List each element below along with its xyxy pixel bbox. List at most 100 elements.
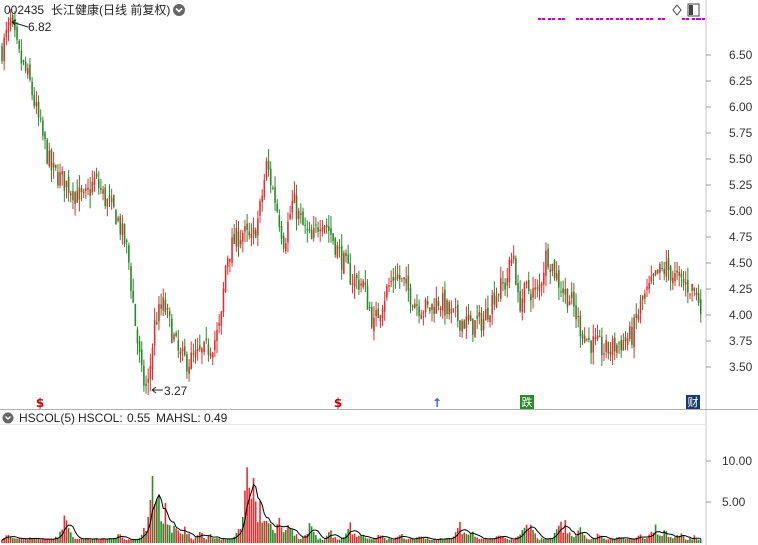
candle-body — [426, 301, 429, 305]
hscol-bar — [216, 538, 218, 543]
candle-body — [424, 299, 427, 312]
notice-dot — [698, 18, 701, 20]
hscol-bar — [358, 535, 360, 543]
marker-label[interactable]: 财 — [688, 395, 699, 409]
hscol-bar — [355, 536, 358, 543]
candle-body — [177, 340, 180, 351]
stock-name: 长江健康 — [51, 2, 99, 17]
candle-body — [39, 118, 42, 120]
hscol-bar — [192, 539, 195, 543]
dropdown-chevron-icon[interactable] — [173, 4, 185, 16]
marker-label[interactable]: $ — [36, 396, 44, 410]
hscol-bar — [297, 539, 300, 543]
candle-body — [414, 303, 416, 309]
candle-body — [613, 337, 616, 352]
hscol-bar — [211, 538, 214, 543]
marker-label[interactable]: ↑ — [432, 396, 442, 410]
candle-body — [377, 308, 380, 319]
candle-body — [592, 336, 595, 353]
hscol-bar — [50, 539, 53, 543]
candle-body — [257, 218, 259, 236]
notice-dot — [702, 18, 705, 20]
candle-body — [242, 232, 244, 242]
price-tick-label: 4.50 — [729, 256, 753, 270]
candle-body — [648, 282, 650, 289]
candle-body — [551, 263, 554, 271]
hscol-bar — [214, 538, 216, 543]
hscol-label: HSCOL: — [78, 411, 123, 425]
hscol-bar — [512, 539, 515, 543]
high-annotation: 6.82 — [11, 19, 52, 34]
candle-body — [274, 187, 276, 203]
hscol-bar — [224, 539, 227, 543]
price-tick-label: 5.75 — [729, 126, 753, 140]
marker-box[interactable] — [520, 395, 534, 409]
candle-body — [351, 283, 354, 285]
candle-body — [334, 238, 337, 255]
hscol-bar — [695, 538, 698, 543]
hscol-bar — [89, 539, 91, 543]
candle-body — [450, 308, 453, 314]
hscol-bar — [618, 537, 620, 543]
hscol-bar — [315, 535, 317, 543]
marker-label[interactable]: 跌 — [522, 395, 533, 409]
hscol-bar — [231, 538, 233, 543]
candle-body — [446, 300, 448, 315]
stock-code: 002435 — [4, 3, 44, 17]
hscol-bar — [274, 533, 276, 543]
candle-body — [422, 312, 425, 314]
hscol-bar — [340, 537, 343, 543]
hscol-bar — [646, 538, 648, 543]
hscol-bar — [416, 537, 418, 543]
candle-body — [76, 190, 79, 203]
hscol-bar — [607, 539, 610, 543]
candle-body — [525, 281, 528, 283]
candle-body — [407, 275, 410, 291]
hscol-bar — [693, 535, 696, 543]
hscol-bar — [648, 534, 650, 543]
indicator-menu-icon[interactable] — [2, 412, 14, 424]
candle-body — [287, 221, 289, 243]
candle-body — [575, 305, 577, 320]
hscol-bar — [332, 537, 334, 543]
hscol-bar — [504, 537, 506, 543]
candle-body — [158, 303, 160, 322]
candle-body — [121, 223, 124, 235]
candle-body — [78, 187, 81, 200]
hscol-bar — [27, 539, 29, 543]
candle-body — [194, 350, 197, 358]
candle-body — [652, 273, 655, 277]
hscol-bar — [609, 539, 612, 543]
candle-body — [611, 338, 614, 356]
candle-body — [699, 299, 702, 314]
candle-body — [386, 286, 388, 298]
diamond-icon[interactable] — [672, 4, 682, 16]
hscol-bar — [656, 534, 659, 543]
indicator-tick-label: 5.00 — [722, 495, 746, 509]
marker-label[interactable]: $ — [334, 396, 342, 410]
hscol-bar — [409, 538, 412, 543]
hscol-bar — [250, 498, 253, 543]
window-toggle-icon[interactable] — [687, 3, 700, 17]
hscol-bar — [469, 532, 472, 543]
hscol-bar — [491, 538, 493, 543]
hscol-bar — [396, 536, 399, 543]
event-markers: $ $ ↑ 跌 财 — [36, 395, 700, 410]
hscol-bar — [495, 536, 498, 543]
candle-body — [46, 139, 48, 164]
hscol-bar — [186, 534, 188, 543]
notice-dot — [682, 18, 685, 20]
candle-body — [9, 17, 12, 26]
candle-body — [695, 292, 698, 296]
hscol-bar — [674, 537, 676, 543]
marker-box[interactable] — [686, 395, 700, 409]
candle-body — [566, 288, 569, 307]
hscol-bar — [579, 527, 582, 543]
hscol-bar — [87, 538, 89, 543]
hscol-bar — [611, 538, 614, 543]
candle-body — [218, 323, 220, 326]
hscol-bar — [613, 539, 616, 543]
price-tick-label: 3.50 — [729, 360, 753, 374]
hscol-bar — [261, 522, 263, 543]
